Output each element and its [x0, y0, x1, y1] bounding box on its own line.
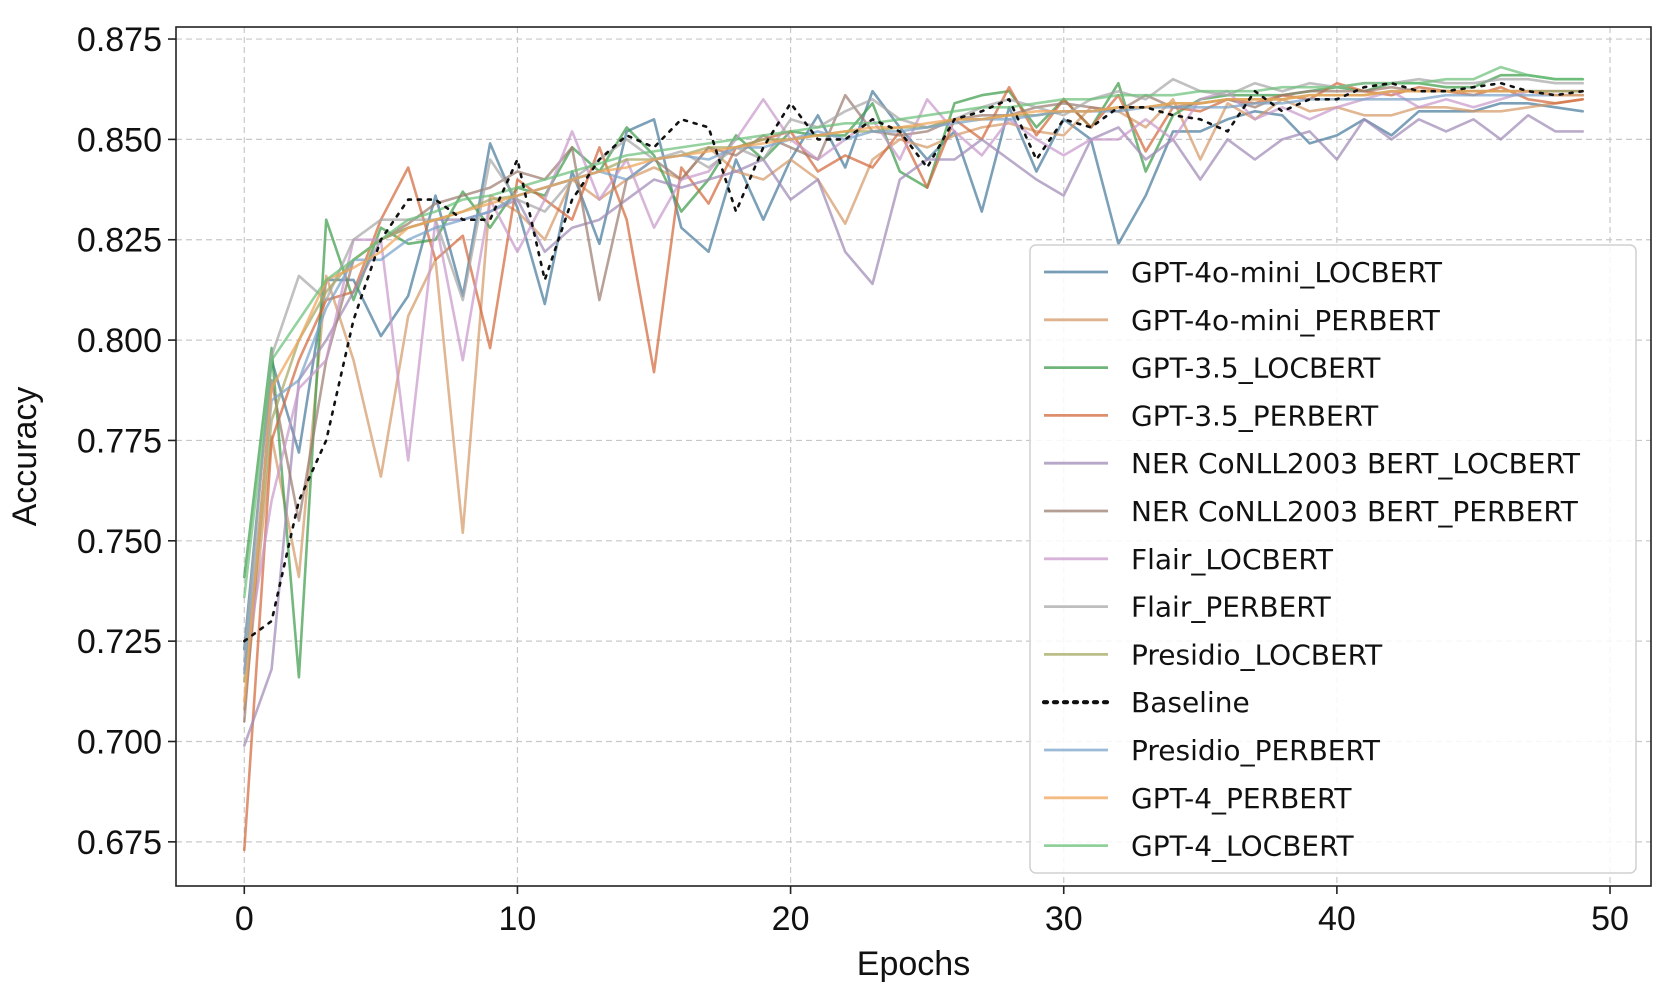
- y-tick-label: 0.875: [77, 21, 162, 59]
- legend-label: Presidio_PERBERT: [1131, 734, 1381, 767]
- legend-label: GPT-4o-mini_LOCBERT: [1131, 256, 1443, 289]
- legend-entry: NER CoNLL2003 BERT_LOCBERT: [1044, 447, 1581, 480]
- legend-label: GPT-4_PERBERT: [1131, 782, 1352, 815]
- legend-label: GPT-4o-mini_PERBERT: [1131, 304, 1441, 337]
- legend-label: Presidio_LOCBERT: [1131, 638, 1383, 671]
- y-tick-label: 0.700: [77, 723, 162, 761]
- legend-entry: Flair_LOCBERT: [1044, 543, 1334, 576]
- legend-label: Baseline: [1131, 686, 1250, 719]
- legend-box: [1029, 244, 1637, 874]
- series-line-gpt-4o-mini-perbert: [243, 98, 1584, 711]
- x-tick-label: 10: [499, 900, 537, 938]
- legend-entry: GPT-4o-mini_LOCBERT: [1044, 256, 1443, 289]
- y-tick-label: 0.825: [77, 222, 162, 260]
- legend-label: GPT-3.5_LOCBERT: [1131, 352, 1381, 385]
- x-tick-label: 30: [1045, 900, 1083, 938]
- series-line-gpt-4-locbert: [243, 65, 1584, 599]
- legend-label: GPT-4_LOCBERT: [1131, 830, 1355, 863]
- x-axis-title: Epochs: [857, 945, 970, 983]
- x-tick-label: 40: [1318, 900, 1356, 938]
- legend-entry: GPT-4_LOCBERT: [1044, 830, 1355, 863]
- legend-entry: Flair_PERBERT: [1044, 591, 1332, 624]
- legend-entry: NER CoNLL2003 BERT_PERBERT: [1044, 495, 1579, 528]
- series-lines: [243, 65, 1584, 852]
- legend-entry: Presidio_LOCBERT: [1044, 638, 1383, 671]
- y-tick-label: 0.775: [77, 422, 162, 460]
- y-tick-label: 0.750: [77, 523, 162, 561]
- series-line-gpt-3-5-perbert: [243, 81, 1584, 852]
- y-axis-title: Accuracy: [6, 387, 44, 527]
- axis-ticks: 0 10 20 30 40 50 0.675 0.700 0.725 0.750 0.775 0.80…: [77, 21, 1629, 938]
- legend-entry: GPT-4_PERBERT: [1044, 782, 1352, 815]
- legend-entry: GPT-4o-mini_PERBERT: [1044, 304, 1441, 337]
- series-line-gpt-4-perbert: [243, 89, 1584, 703]
- legend-label: Flair_PERBERT: [1131, 591, 1332, 624]
- legend-label: NER CoNLL2003 BERT_PERBERT: [1131, 495, 1579, 528]
- series-line-ner-conll2003-bert-perbert: [243, 85, 1584, 723]
- x-tick-label: 50: [1591, 900, 1629, 938]
- series-line-presidio-perbert: [243, 93, 1584, 675]
- legend-entry: GPT-3.5_LOCBERT: [1044, 352, 1381, 385]
- legend-entry: GPT-3.5_PERBERT: [1044, 399, 1379, 432]
- legend-label: GPT-3.5_PERBERT: [1131, 399, 1379, 432]
- legend: GPT-4o-mini_LOCBERT GPT-4o-mini_PERBERT GP…: [1029, 244, 1637, 874]
- y-tick-label: 0.675: [77, 824, 162, 862]
- x-tick-label: 20: [772, 900, 810, 938]
- legend-label: Flair_LOCBERT: [1131, 543, 1334, 576]
- y-tick-label: 0.725: [77, 623, 162, 661]
- x-tick-label: 0: [235, 900, 254, 938]
- legend-entry: Baseline: [1041, 686, 1250, 719]
- plot-area-frame: [175, 26, 1652, 887]
- y-tick-label: 0.850: [77, 121, 162, 159]
- legend-label: NER CoNLL2003 BERT_LOCBERT: [1131, 447, 1581, 480]
- y-tick-label: 0.800: [77, 322, 162, 360]
- legend-entry: Presidio_PERBERT: [1044, 734, 1381, 767]
